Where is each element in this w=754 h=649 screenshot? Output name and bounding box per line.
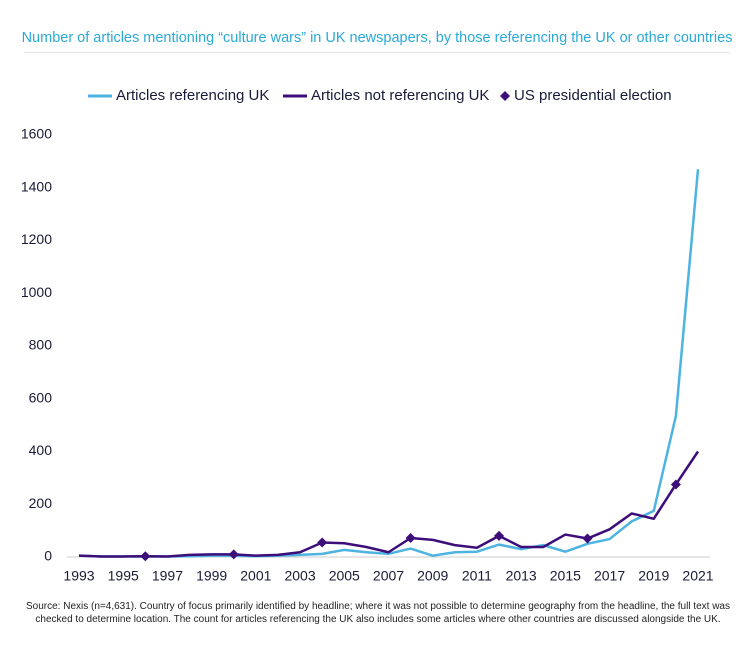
x-tick-label: 2009 bbox=[417, 568, 448, 584]
y-tick-label: 1200 bbox=[21, 231, 52, 247]
y-tick-label: 200 bbox=[29, 495, 53, 511]
legend-label: Articles referencing UK bbox=[116, 87, 269, 104]
election-marker bbox=[494, 530, 505, 541]
x-tick-label: 2017 bbox=[594, 568, 625, 584]
series-line bbox=[78, 450, 700, 558]
election-marker bbox=[228, 549, 239, 560]
legend-label: Articles not referencing UK bbox=[311, 87, 489, 104]
y-tick-label: 600 bbox=[29, 389, 53, 405]
title-rule bbox=[24, 52, 730, 53]
x-tick-label: 2001 bbox=[240, 568, 271, 584]
y-tick-label: 1400 bbox=[21, 178, 52, 194]
chart: 0 200 400 600 800 1000 1200 1400 1600 1993 1995 199… bbox=[21, 87, 714, 584]
election-marker bbox=[140, 551, 151, 562]
x-tick-label: 2013 bbox=[506, 568, 537, 584]
election-marker bbox=[670, 479, 681, 490]
chart-title: Number of articles mentioning “culture w… bbox=[21, 30, 733, 46]
series-line bbox=[78, 169, 700, 558]
source-note: Source: Nexis (n=4,631). Country of focu… bbox=[26, 601, 730, 625]
legend-label: US presidential election bbox=[514, 87, 672, 104]
x-tick-label: 2019 bbox=[638, 568, 669, 584]
election-marker bbox=[582, 533, 593, 544]
x-tick-label: 2011 bbox=[462, 568, 492, 584]
y-tick-label: 0 bbox=[44, 548, 52, 564]
legend-swatch bbox=[500, 91, 510, 101]
election-marker bbox=[405, 533, 416, 544]
y-tick-label: 1000 bbox=[21, 284, 52, 300]
y-tick-label: 1600 bbox=[21, 126, 52, 142]
x-tick-label: 1993 bbox=[63, 568, 94, 584]
x-tick-label: 2007 bbox=[373, 568, 404, 584]
y-tick-label: 400 bbox=[29, 442, 53, 458]
x-tick-label: 2015 bbox=[550, 568, 581, 584]
x-tick-label: 1997 bbox=[152, 568, 183, 584]
election-marker bbox=[317, 537, 328, 548]
x-tick-label: 1995 bbox=[108, 568, 139, 584]
x-tick-label: 2021 bbox=[682, 568, 713, 584]
y-tick-label: 800 bbox=[29, 337, 53, 353]
x-tick-label: 2005 bbox=[329, 568, 360, 584]
x-tick-label: 1999 bbox=[196, 568, 227, 584]
x-tick-label: 2003 bbox=[284, 568, 315, 584]
